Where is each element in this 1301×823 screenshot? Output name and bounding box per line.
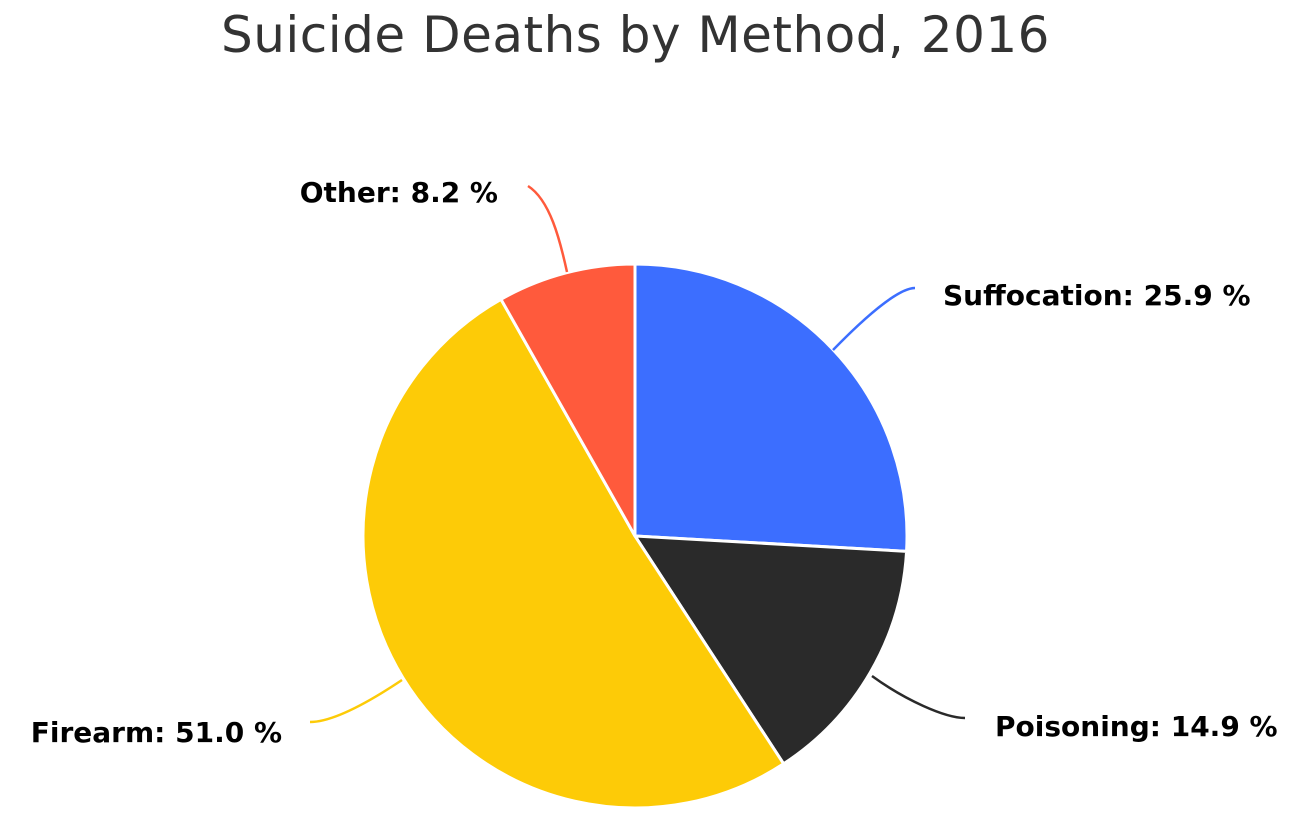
data-label-suffocation: Suffocation: 25.9 % — [943, 279, 1251, 312]
data-label-firearm: Firearm: 51.0 % — [31, 716, 282, 749]
connector-other — [527, 184, 569, 273]
connector-suffocation — [832, 286, 916, 351]
data-labels: Suffocation: 25.9 % Poisoning: 14.9 % Fire… — [31, 176, 1278, 749]
connector-poisoning — [871, 674, 966, 720]
label-connectors — [309, 184, 966, 724]
data-label-poisoning: Poisoning: 14.9 % — [995, 710, 1278, 743]
connector-firearm — [309, 678, 403, 724]
slice-suffocation[interactable] — [633, 262, 909, 553]
slice-firearm[interactable] — [361, 297, 786, 810]
slice-other[interactable] — [499, 262, 637, 538]
slice-poisoning[interactable] — [633, 534, 909, 766]
chart-title: Suicide Deaths by Method, 2016 — [220, 6, 1050, 64]
pie-slices — [361, 262, 909, 810]
data-label-other: Other: 8.2 % — [300, 176, 498, 209]
